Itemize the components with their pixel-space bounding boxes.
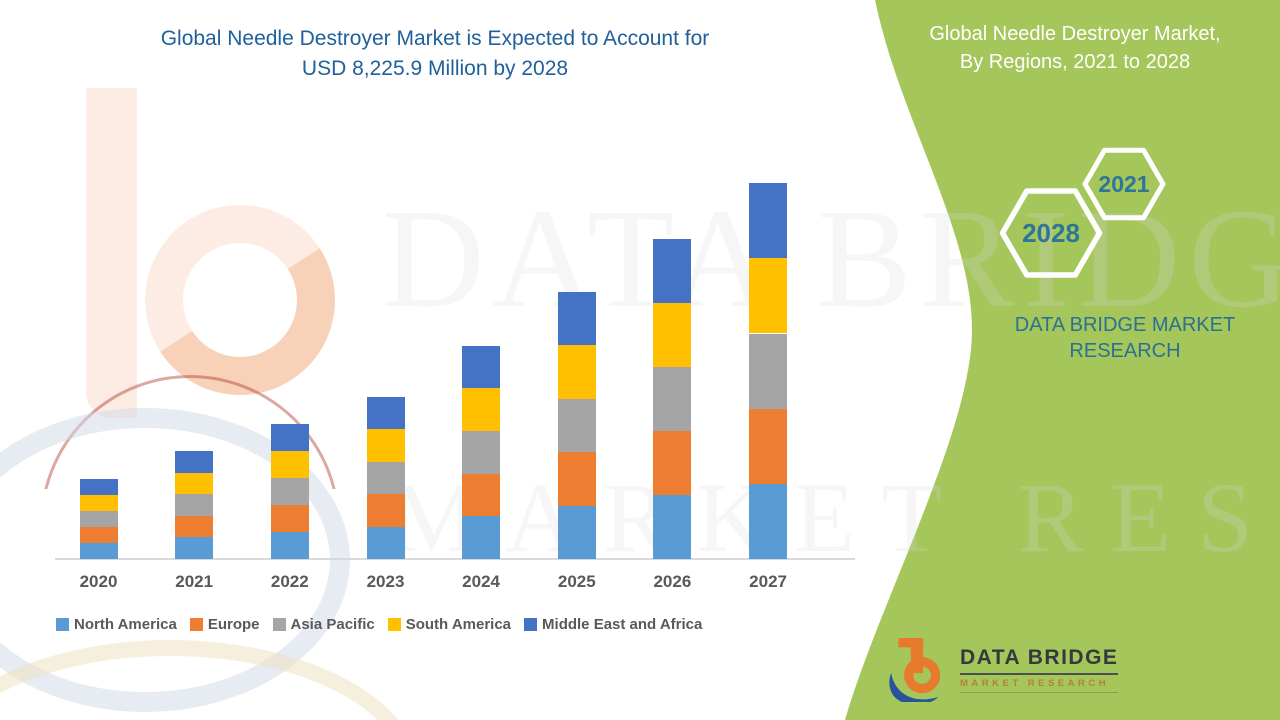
bar-2021-middle-east-and-africa (175, 451, 214, 473)
legend-item-europe: Europe (189, 616, 260, 633)
bar-2025-asia-pacific (557, 398, 596, 453)
bar-2023-south-america (366, 429, 405, 462)
bar-2026-europe (653, 430, 692, 495)
bar-2023-north-america (366, 526, 405, 559)
hexagon-2028-label: 2028 (1022, 218, 1080, 248)
legend-label: Europe (207, 616, 260, 633)
bar-2025-south-america (557, 345, 596, 399)
bar-2025-north-america (557, 505, 596, 559)
side-panel-heading: Global Needle Destroyer Market, By Regio… (890, 20, 1260, 76)
legend-item-middle-east-and-africa: Middle East and Africa (524, 616, 702, 633)
bar-2022-asia-pacific (270, 478, 309, 505)
bar-2021-north-america (175, 537, 214, 559)
x-axis-label-2024: 2024 (462, 572, 500, 591)
bar-2022-europe (270, 505, 309, 532)
bar-2022-north-america (270, 532, 309, 559)
hexagon-2028 (999, 188, 1103, 278)
bar-2021-europe (175, 515, 214, 538)
bar-2027-europe (749, 408, 788, 484)
bar-2024-asia-pacific (462, 431, 501, 474)
bar-2024-south-america (462, 388, 501, 432)
x-axis-label-2026: 2026 (653, 572, 692, 591)
logo-subtitle: MARKET RESEARCH (960, 675, 1119, 693)
x-axis-line (55, 558, 855, 560)
logo-b-icon (889, 638, 941, 702)
watermark-text-marketresearch-light: MARKET RESEARCH (390, 462, 1280, 573)
bar-2023-middle-east-and-africa (366, 397, 405, 430)
watermark-text-databridge: DATA BRIDGE (382, 179, 1280, 337)
bar-2020-north-america (79, 543, 118, 559)
bar-2024-north-america (462, 516, 501, 559)
bar-2024-middle-east-and-africa (462, 345, 501, 389)
bar-2020-asia-pacific (79, 511, 118, 527)
legend-swatch-icon (272, 618, 286, 631)
chart-title-line1: Global Needle Destroyer Market is Expect… (160, 27, 710, 50)
bar-2023-asia-pacific (366, 461, 405, 495)
bar-2026-south-america (653, 302, 692, 367)
bar-2025-middle-east-and-africa (557, 291, 596, 346)
bar-2020-europe (79, 527, 118, 543)
legend-label: South America (405, 616, 512, 633)
bar-2027-middle-east-and-africa (749, 183, 788, 259)
brand-text-line2: RESEARCH (1069, 340, 1181, 362)
logo-name: DATA BRIDGE (960, 646, 1119, 675)
side-panel-heading-line2: By Regions, 2021 to 2028 (959, 51, 1191, 73)
legend-swatch-icon (524, 618, 538, 631)
legend-item-south-america: South America (387, 616, 512, 633)
green-panel-shape (845, 0, 1280, 720)
legend-item-asia-pacific: Asia Pacific (272, 616, 375, 633)
side-panel-heading-line1: Global Needle Destroyer Market, (929, 23, 1221, 45)
logo-text-block: DATA BRIDGE MARKET RESEARCH (960, 646, 1119, 693)
watermark-text-databridge-light: DATA BRIDGE (382, 179, 1280, 337)
bar-2021-south-america (175, 472, 214, 495)
x-axis-label-2021: 2021 (175, 572, 214, 591)
legend-swatch-icon (387, 618, 401, 631)
bar-2027-south-america (749, 258, 788, 334)
bar-2023-europe (366, 494, 405, 527)
bar-2022-south-america (270, 451, 309, 478)
chart-title-line2: USD 8,225.9 Million by 2028 (301, 57, 569, 80)
legend-label: Asia Pacific (290, 616, 375, 633)
brand-text: DATA BRIDGE MARKET RESEARCH (965, 312, 1280, 364)
bar-2026-north-america (653, 495, 692, 559)
hexagon-2021-label: 2021 (1098, 171, 1149, 197)
hexagon-2021 (1082, 147, 1166, 221)
company-logo: DATA BRIDGE MARKET RESEARCH (888, 636, 1119, 702)
watermark-text-marketresearch: MARKET RESEARCH (390, 462, 1280, 573)
x-axis-label-2025: 2025 (557, 572, 596, 591)
chart-title: Global Needle Destroyer Market is Expect… (55, 24, 815, 84)
legend-label: North America (74, 616, 177, 633)
watermark-b-stem (86, 88, 137, 418)
x-axis-label-2020: 2020 (79, 572, 118, 591)
bar-2024-europe (462, 473, 501, 517)
legend-swatch-icon (56, 618, 69, 631)
bar-2021-asia-pacific (175, 494, 214, 516)
x-axis-label-2022: 2022 (270, 572, 309, 591)
hexagon-year-badges: 2028 2021 (999, 147, 1166, 278)
bar-2026-middle-east-and-africa (653, 238, 692, 303)
bar-2027-north-america (749, 483, 788, 559)
bar-2020-middle-east-and-africa (79, 479, 118, 496)
brand-text-line1: DATA BRIDGE MARKET (1014, 314, 1236, 336)
chart-legend: North America Europe Asia Pacific South Ame… (56, 616, 715, 633)
legend-item-north-america: North America (56, 616, 177, 633)
x-axis-label-2027: 2027 (749, 572, 787, 591)
legend-swatch-icon (189, 618, 203, 631)
bar-2020-south-america (79, 495, 118, 512)
stacked-bar-chart: 2020 2021 2022 2023 2024 2025 2026 2027 (55, 183, 855, 591)
bar-2022-middle-east-and-africa (270, 424, 309, 451)
x-axis-label-2023: 2023 (366, 572, 405, 591)
legend-label: Middle East and Africa (542, 616, 703, 633)
bar-2025-europe (557, 452, 596, 506)
bar-2027-asia-pacific (749, 333, 788, 409)
bar-2026-asia-pacific (653, 366, 692, 431)
